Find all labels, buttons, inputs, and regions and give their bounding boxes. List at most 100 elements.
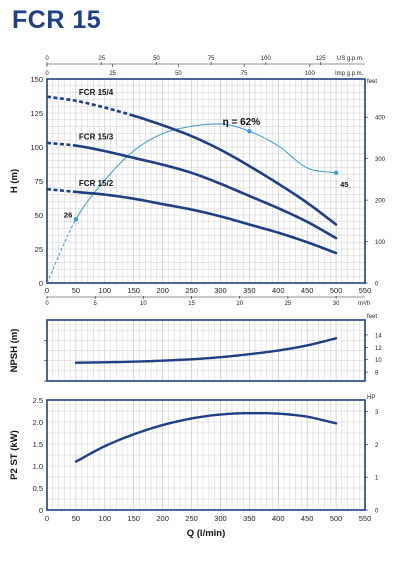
head-curve-2 — [74, 144, 338, 240]
efficiency-max-label: η = 62% — [223, 117, 261, 128]
q-tick-label-bottom: 0 — [45, 514, 49, 523]
efficiency-point — [247, 129, 252, 134]
power-panel-frame — [46, 399, 366, 511]
head-y-tick-label: 25 — [35, 245, 43, 254]
power-right-tick-label: 2 — [375, 443, 379, 449]
q-tick-label-top: 0 — [45, 286, 49, 295]
q-tick-label-bottom: 100 — [99, 514, 112, 523]
head-y-tick-label: 75 — [35, 177, 43, 186]
q-tick-label-top: 550 — [359, 286, 372, 295]
usgpm-tick-label: 0 — [45, 56, 49, 62]
head-y-tick-label: 125 — [30, 109, 43, 118]
q-tick-label-top: 400 — [272, 286, 285, 295]
npsh-right-tick-label: 12 — [375, 346, 382, 352]
m3h-tick-label: 15 — [188, 301, 195, 307]
m3h-tick-label: 5 — [94, 301, 98, 307]
m3h-tick-label: 25 — [285, 301, 292, 307]
efficiency-point — [73, 217, 79, 222]
npsh-right-unit-label: feet — [367, 314, 377, 320]
power-curve — [74, 411, 338, 463]
head-right-tick-label: 200 — [375, 199, 386, 205]
usgpm-tick-label: 50 — [153, 56, 160, 62]
usgpm-tick-label: 25 — [98, 56, 105, 62]
npsh-right-tick-label: 10 — [375, 358, 382, 364]
usgpm-unit-label: US g.p.m. — [337, 56, 364, 62]
efficiency-point-label: 45 — [340, 180, 348, 189]
usgpm-tick-label: 100 — [261, 56, 272, 62]
npsh-y-axis-label: NPSH (m) — [9, 329, 20, 373]
q-tick-label-bottom: 350 — [243, 514, 256, 523]
npsh-right-tick-label: 8 — [375, 371, 379, 377]
head-curve-2-dashed — [46, 141, 77, 147]
head-curve-3-dashed — [46, 187, 77, 194]
head-curve-label: FCR 15/2 — [79, 179, 114, 188]
power-right-unit-label: HP — [367, 395, 375, 401]
m3h-unit-label: m³/h — [358, 301, 370, 307]
q-tick-label-bottom: 500 — [330, 514, 343, 523]
efficiency-point-label: 26 — [64, 210, 72, 219]
m3h-tick-label: 0 — [45, 301, 49, 307]
q-tick-label-bottom: 550 — [359, 514, 372, 523]
usgpm-tick-label: 75 — [208, 56, 215, 62]
q-tick-label-top: 250 — [185, 286, 198, 295]
impgpm-unit-label: Imp g.p.m. — [335, 71, 364, 77]
q-tick-label-bottom: 150 — [127, 514, 140, 523]
npsh-curve — [74, 337, 338, 364]
head-y-tick-label: 0 — [39, 279, 43, 288]
head-curve-1 — [132, 114, 338, 226]
q-tick-label-bottom: 450 — [301, 514, 314, 523]
q-tick-label-bottom: 200 — [156, 514, 169, 523]
head-y-tick-label: 150 — [30, 75, 43, 84]
head-y-tick-label: 100 — [30, 143, 43, 152]
usgpm-tick-label: 125 — [316, 56, 327, 62]
power-y-tick-label: 1.5 — [33, 440, 43, 449]
q-tick-label-top: 150 — [127, 286, 140, 295]
q-tick-label-top: 100 — [99, 286, 112, 295]
q-tick-label-top: 50 — [72, 286, 80, 295]
q-tick-label-bottom: 50 — [72, 514, 80, 523]
power-y-axis-label: P2 ST (kW) — [9, 430, 20, 480]
head-right-tick-label: 0 — [375, 282, 379, 288]
head-right-tick-label: 300 — [375, 157, 386, 163]
head-curve-3 — [74, 190, 338, 255]
m3h-tick-label: 10 — [140, 301, 147, 307]
npsh-panel-frame — [46, 319, 366, 382]
q-tick-label-bottom: 400 — [272, 514, 285, 523]
power-right-tick-label: 3 — [375, 410, 379, 416]
impgpm-tick-label: 25 — [109, 71, 116, 77]
q-tick-label-bottom: 250 — [185, 514, 198, 523]
head-y-tick-label: 50 — [35, 211, 43, 220]
power-y-tick-label: 0 — [39, 506, 43, 515]
page-title: FCR 15 — [12, 6, 102, 34]
q-axis-label: Q (l/min) — [187, 528, 226, 539]
q-tick-label-top: 200 — [156, 286, 169, 295]
power-y-tick-label: 1.0 — [33, 462, 43, 471]
q-tick-label-top: 500 — [330, 286, 343, 295]
power-right-tick-label: 1 — [375, 476, 379, 482]
head-curve-1-dashed — [46, 95, 135, 117]
head-curve-label: FCR 15/3 — [79, 133, 114, 142]
power-y-tick-label: 2.0 — [33, 418, 43, 427]
impgpm-tick-label: 0 — [45, 71, 49, 77]
impgpm-tick-label: 100 — [305, 71, 316, 77]
impgpm-tick-label: 75 — [241, 71, 248, 77]
efficiency-point — [333, 170, 339, 176]
q-tick-label-bottom: 300 — [214, 514, 227, 523]
q-tick-label-top: 350 — [243, 286, 256, 295]
power-y-tick-label: 0.5 — [33, 484, 43, 493]
head-right-tick-label: 100 — [375, 240, 386, 246]
head-right-tick-label: 400 — [375, 116, 386, 122]
q-tick-label-top: 450 — [301, 286, 314, 295]
head-y-axis-label: H (m) — [9, 169, 20, 193]
npsh-right-tick-label: 14 — [375, 333, 382, 339]
head-curve-label: FCR 15/4 — [79, 88, 114, 97]
head-right-unit-label: feet — [367, 79, 377, 85]
m3h-tick-label: 20 — [236, 301, 243, 307]
q-tick-label-top: 300 — [214, 286, 227, 295]
power-right-tick-label: 0 — [375, 509, 379, 515]
efficiency-curve — [75, 123, 337, 220]
power-y-tick-label: 2.5 — [33, 396, 43, 405]
m3h-tick-label: 30 — [333, 301, 340, 307]
efficiency-curve-dashed — [46, 219, 77, 284]
